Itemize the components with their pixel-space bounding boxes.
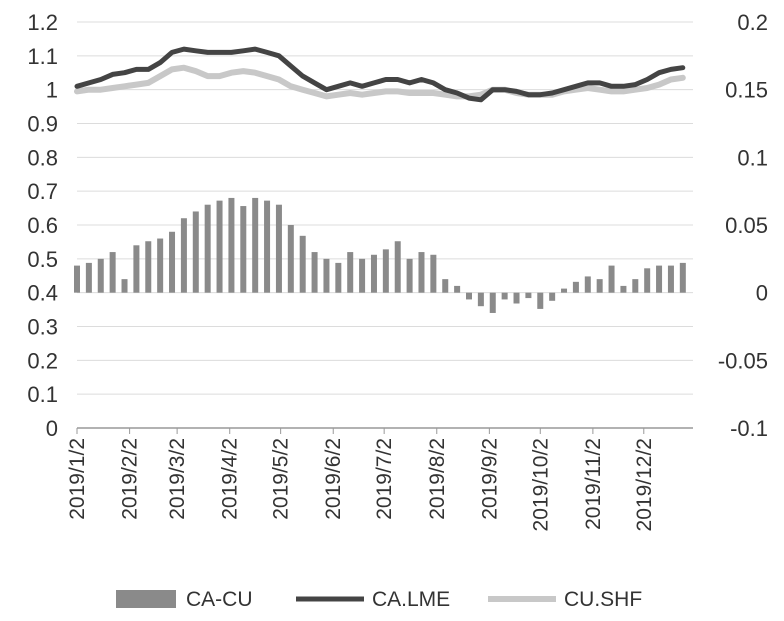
ca-cu-bar — [109, 252, 116, 293]
left-axis-tick-labels: 0 0.1 0.2 0.3 0.4 0.5 0.6 0.7 0.8 0.9 1 1.1 1.2 — [27, 10, 58, 441]
ca-cu-bar — [347, 252, 354, 293]
ca-cu-bar — [311, 252, 318, 293]
ca-cu-bar — [216, 200, 223, 293]
ca-cu-bar — [644, 268, 651, 293]
ca-cu-bar — [240, 206, 247, 293]
ca-cu-bar — [430, 254, 437, 293]
ca-cu-bar — [121, 279, 128, 293]
legend-label-ca-lme: CA.LME — [372, 588, 450, 611]
left-axis-tick-label: 0.5 — [27, 247, 58, 272]
left-axis-tick-label: 0.4 — [27, 281, 58, 306]
ca-cu-bar — [608, 265, 615, 293]
cu-shf-line — [74, 64, 686, 100]
ca-cu-bar — [572, 281, 579, 293]
right-axis-tick-label: -0.05 — [718, 348, 768, 373]
ca-cu-bar — [169, 231, 176, 293]
legend-label-ca-cu: CA-CU — [186, 588, 253, 611]
ca-cu-bar-series — [74, 197, 686, 313]
ca-cu-bar — [252, 197, 259, 293]
ca-cu-bar — [418, 252, 425, 293]
left-axis-tick-label: 0.8 — [27, 145, 58, 170]
x-axis-tick-label: 2019/2/2 — [119, 438, 142, 520]
ca-cu-bar — [287, 225, 294, 293]
ca-cu-bar — [442, 279, 449, 293]
legend-label-cu-shf: CU.SHF — [564, 588, 642, 611]
ca-cu-bar — [323, 258, 330, 293]
ca-cu-bar — [228, 197, 235, 293]
x-axis-tick-label: 2019/9/2 — [478, 438, 501, 520]
ca-cu-bar — [74, 265, 80, 293]
x-axis-tick-label: 2019/11/2 — [582, 438, 605, 530]
x-axis-tick-label: 2019/4/2 — [219, 438, 242, 520]
right-axis-tick-label: 0 — [756, 281, 768, 306]
ca-cu-bar — [477, 292, 484, 307]
left-axis-tick-label: 0.7 — [27, 179, 58, 204]
line-series — [74, 46, 686, 103]
left-axis-tick-label: 0.2 — [27, 348, 58, 373]
ca-cu-bar — [513, 292, 520, 304]
ca-cu-bar — [97, 258, 104, 293]
right-axis-tick-label: -0.1 — [730, 416, 768, 441]
left-axis-tick-label: 0.3 — [27, 315, 58, 340]
ca-cu-bar — [525, 292, 532, 299]
ca-cu-bar — [501, 292, 508, 300]
ca-cu-bar — [549, 292, 556, 301]
left-axis-tick-label: 1.1 — [27, 44, 58, 69]
legend-swatch-ca-cu — [116, 590, 176, 608]
ca-cu-bar — [667, 265, 674, 293]
x-axis-tick-label: 2019/1/2 — [66, 438, 89, 520]
ca-cu-bar — [466, 292, 472, 300]
ca-cu-bar — [489, 292, 496, 313]
left-axis-tick-label: 0.1 — [27, 382, 58, 407]
x-axis-tick-label: 2019/5/2 — [270, 438, 293, 520]
ca-cu-bar — [370, 254, 377, 293]
ca-cu-bar — [133, 245, 140, 293]
ca-cu-bar — [335, 262, 342, 293]
ca-lme-line — [74, 46, 686, 103]
ca-cu-bar — [359, 258, 366, 293]
axes — [76, 427, 693, 434]
ca-cu-bar — [454, 285, 461, 293]
ca-cu-bar — [584, 276, 591, 293]
left-axis-tick-label: 1.2 — [27, 10, 58, 35]
legend: CA-CU CA.LME CU.SHF — [116, 588, 642, 611]
x-axis-tick-labels: 2019/1/2 2019/2/2 2019/3/2 2019/4/2 2019/5/2… — [66, 438, 656, 531]
right-axis-tick-label: 0.05 — [725, 213, 768, 238]
ca-cu-bar — [620, 285, 627, 293]
left-axis-tick-label: 0.9 — [27, 112, 58, 137]
ca-cu-bar — [382, 249, 389, 293]
ca-cu-bar — [596, 279, 603, 293]
x-axis-tick-label: 2019/6/2 — [322, 438, 345, 520]
right-axis-tick-label: 0.2 — [737, 10, 768, 35]
ca-cu-bar — [537, 292, 544, 309]
x-axis-tick-label: 2019/3/2 — [166, 438, 189, 520]
ca-cu-bar — [145, 241, 152, 293]
ca-cu-bar — [85, 262, 92, 293]
ca-cu-bar — [204, 204, 211, 293]
right-axis-tick-label: 0.1 — [737, 145, 768, 170]
right-axis-tick-label: 0.15 — [725, 78, 768, 103]
left-axis-tick-label: 1 — [46, 78, 58, 103]
left-axis-tick-label: 0.6 — [27, 213, 58, 238]
ca-cu-bar — [632, 279, 639, 293]
ca-cu-bar — [275, 204, 282, 293]
x-axis-tick-label: 2019/7/2 — [373, 438, 396, 520]
ca-cu-bar — [192, 211, 199, 293]
ca-cu-bar — [264, 200, 271, 293]
left-axis-tick-label: 0 — [46, 416, 58, 441]
ca-cu-bar — [679, 262, 686, 293]
ca-cu-bar — [561, 288, 568, 293]
ca-cu-bar — [157, 238, 164, 293]
x-axis-tick-label: 2019/12/2 — [633, 438, 656, 531]
ca-cu-bar — [180, 218, 187, 293]
ca-cu-bar — [406, 258, 413, 293]
right-axis-tick-labels: -0.1 -0.05 0 0.05 0.1 0.15 0.2 — [718, 10, 768, 441]
ca-cu-bar — [299, 235, 306, 293]
ca-cu-bar — [656, 265, 663, 293]
x-axis-tick-label: 2019/8/2 — [426, 438, 449, 520]
ca-cu-bar — [394, 241, 401, 293]
x-axis-tick-label: 2019/10/2 — [529, 438, 552, 531]
